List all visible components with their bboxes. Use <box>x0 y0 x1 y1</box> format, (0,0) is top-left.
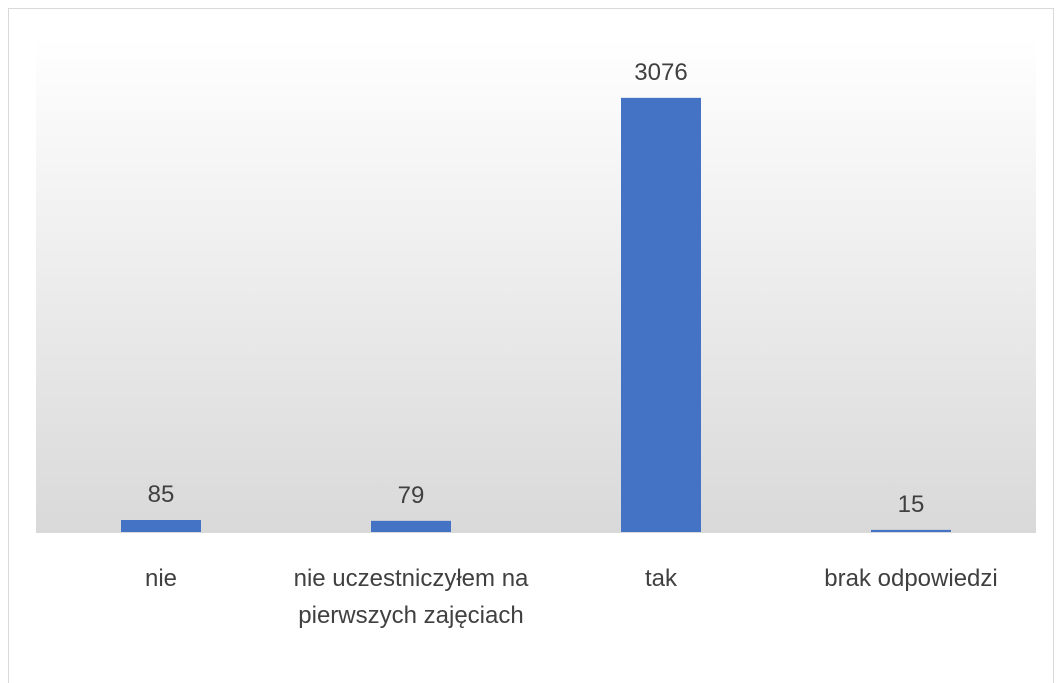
x-tick-label: tak <box>644 565 677 592</box>
bar <box>871 529 951 532</box>
data-label: 79 <box>398 482 425 509</box>
x-tick-label: brak odpowiedzi <box>824 565 998 592</box>
bar <box>621 97 701 532</box>
x-tick-label: nie uczestniczyłem na pierwszych zajęcia… <box>293 565 529 629</box>
bar <box>121 520 201 532</box>
plot-area <box>36 38 1036 532</box>
data-label: 3076 <box>634 59 687 86</box>
data-label: 15 <box>898 491 925 518</box>
x-tick-label: nie <box>144 565 178 592</box>
bar <box>371 520 451 532</box>
data-label: 85 <box>148 481 175 508</box>
